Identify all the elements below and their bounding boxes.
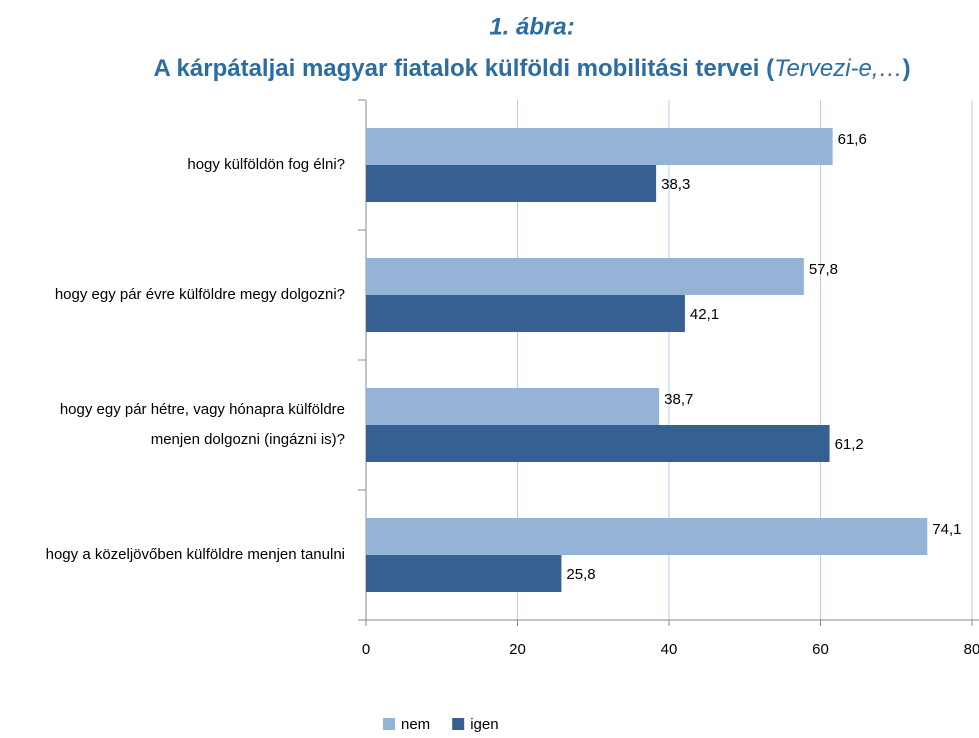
y-tick-label: hogy külföldön fog élni? xyxy=(187,156,345,173)
value-label: 25,8 xyxy=(566,566,595,583)
bar xyxy=(366,295,685,332)
legend-label: igen xyxy=(470,716,498,733)
x-tick-label: 60 xyxy=(812,641,829,658)
legend-swatch xyxy=(383,718,395,730)
x-tick-label: 0 xyxy=(362,641,370,658)
y-tick-label: hogy egy pár évre külföldre megy dolgozn… xyxy=(54,286,345,303)
x-tick-label: 20 xyxy=(509,641,526,658)
bar xyxy=(366,258,804,295)
chart-title: 1. ábra: xyxy=(489,13,574,40)
value-label: 42,1 xyxy=(690,306,719,323)
chart-subtitle: A kárpátaljai magyar fiatalok külföldi m… xyxy=(153,55,910,82)
bar xyxy=(366,388,660,425)
y-tick-label: hogy a közeljövőben külföldre menjen tan… xyxy=(45,546,345,563)
subtitle-part: ) xyxy=(903,55,911,82)
value-label: 38,7 xyxy=(664,391,693,408)
subtitle-part: Tervezi-e,… xyxy=(774,55,902,82)
bar xyxy=(366,518,928,555)
subtitle-part: A kárpátaljai magyar fiatalok külföldi m… xyxy=(153,55,774,82)
y-tick-label: hogy egy pár hétre, vagy hónapra külföld… xyxy=(59,401,345,448)
x-tick-label: 40 xyxy=(661,641,678,658)
value-label: 74,1 xyxy=(932,521,961,538)
legend-swatch xyxy=(452,718,465,730)
x-tick-label: 80 xyxy=(964,641,979,658)
value-label: 61,2 xyxy=(835,436,864,453)
bar xyxy=(366,128,833,165)
value-label: 38,3 xyxy=(661,176,690,193)
bar xyxy=(366,555,562,592)
bar xyxy=(366,165,657,202)
value-label: 57,8 xyxy=(809,261,838,278)
legend-label: nem xyxy=(401,716,430,733)
bar xyxy=(366,425,830,462)
value-label: 61,6 xyxy=(838,131,867,148)
